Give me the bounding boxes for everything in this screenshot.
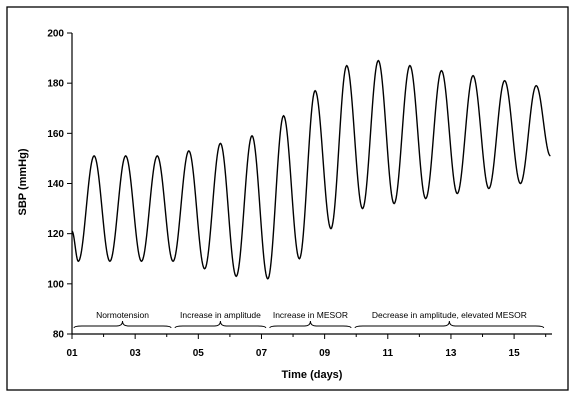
outer-border [6, 6, 569, 391]
x-tick-label: 15 [509, 348, 521, 359]
phase-label: Increase in MESOR [273, 310, 348, 320]
x-tick-label: 13 [445, 348, 457, 359]
x-tick-label: 01 [66, 348, 78, 359]
sbp-series-line [71, 59, 551, 280]
x-tick-label: 03 [130, 348, 142, 359]
x-axis: 01 03 05 07 09 11 13 15 [66, 333, 552, 359]
y-tick-label: 80 [53, 330, 65, 341]
phase-bracket [174, 320, 267, 329]
x-tick-label: 11 [383, 348, 394, 359]
y-tick-label: 180 [47, 79, 64, 90]
y-tick-label: 140 [47, 179, 64, 190]
phase-bracket [73, 320, 172, 329]
phase-label: Increase in amplitude [180, 310, 261, 320]
phase-label: Normotension [96, 310, 149, 320]
x-tick-label: 07 [256, 348, 268, 359]
phase-label: Decrease in amplitude, elevated MESOR [372, 310, 527, 320]
x-tick-label: 05 [193, 348, 205, 359]
y-tick-label: 200 [47, 29, 64, 40]
phase-brackets: Normotension Increase in amplitude Increas… [73, 310, 545, 329]
phase-bracket [269, 320, 352, 329]
y-tick-label: 100 [47, 279, 64, 290]
phase-bracket [354, 320, 545, 329]
x-tick-label: 09 [319, 348, 331, 359]
y-tick-label: 160 [47, 129, 64, 140]
y-axis: 80 100 120 140 160 180 200 [47, 29, 73, 341]
y-tick-label: 120 [47, 229, 64, 240]
y-axis-title: SBP (mmHg) [17, 148, 29, 215]
x-axis-title: Time (days) [282, 369, 343, 381]
